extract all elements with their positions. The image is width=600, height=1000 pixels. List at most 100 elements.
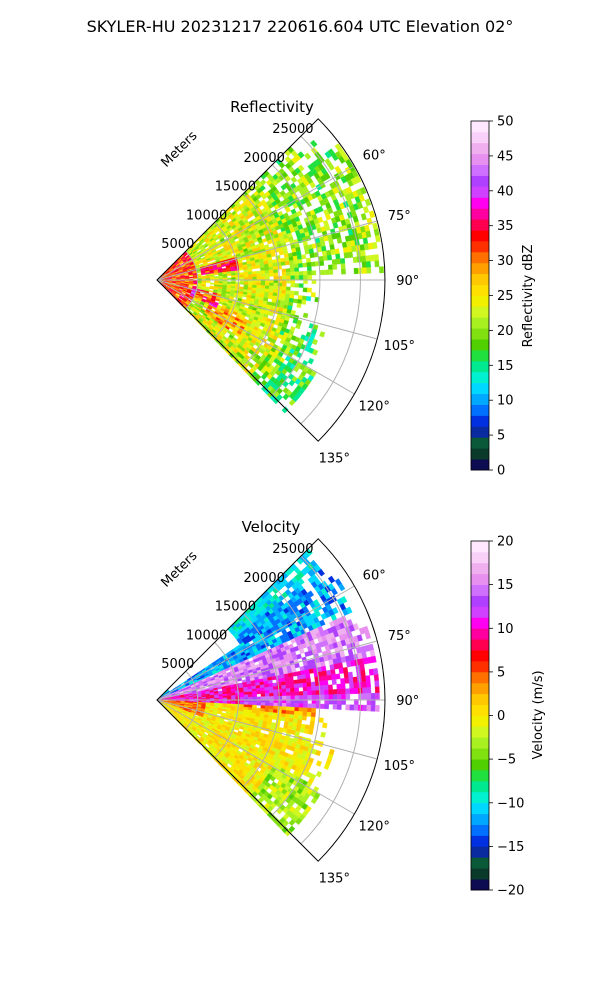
echo-cell: [290, 695, 296, 700]
colorbar-tick-label: −20: [497, 884, 524, 899]
echo-cell: [302, 707, 308, 713]
echo-cell: [348, 677, 354, 684]
echo-cell: [310, 681, 316, 687]
echo-cell: [243, 274, 249, 278]
colorbar-tick-label: 15: [497, 578, 514, 593]
echo-cell: [256, 702, 262, 706]
colorbar-segment: [471, 404, 489, 416]
colorbar-segment: [471, 617, 489, 629]
colorbar-segment: [471, 339, 489, 351]
echo-cell: [362, 704, 368, 712]
echo-cell: [269, 696, 274, 700]
echo-cell: [328, 689, 334, 695]
echo-cell: [347, 251, 354, 258]
echo-cell: [337, 583, 346, 592]
colorbar-segment: [471, 437, 489, 449]
echo-cell: [255, 379, 262, 386]
colorbar-segment: [471, 628, 489, 640]
echo-cell: [273, 689, 278, 694]
echo-cell: [285, 688, 291, 693]
echo-cell: [336, 237, 343, 244]
echo-cell: [319, 260, 325, 266]
echo-cell: [353, 687, 359, 694]
echo-cell: [243, 701, 249, 705]
azimuth-tick-label: 75°: [388, 629, 411, 644]
azimuth-gridline: [156, 165, 355, 281]
echo-cell: [294, 687, 300, 692]
echo-cell: [235, 694, 241, 698]
echo-cell: [307, 270, 312, 276]
azimuth-tick-label: 105°: [384, 759, 415, 774]
echo-cell: [328, 694, 334, 700]
echo-cell: [281, 702, 287, 707]
azimuth-tick-label: 135°: [319, 451, 350, 466]
echo-cell: [226, 693, 232, 696]
echo-cell: [324, 703, 329, 710]
echo-cell: [326, 254, 333, 261]
colorbar-segment: [471, 693, 489, 705]
echo-cell: [256, 690, 262, 695]
echo-cell: [290, 275, 296, 280]
echo-cell: [296, 254, 303, 260]
colorbar-segment: [471, 541, 489, 553]
colorbar-segment: [471, 639, 489, 651]
echo-cell: [336, 704, 342, 710]
echo-cell: [335, 253, 341, 260]
echo-cell: [294, 691, 300, 696]
echo-cell: [247, 271, 253, 275]
colorbar-segment: [471, 164, 489, 176]
echo-cell: [289, 290, 295, 296]
echo-cell: [322, 675, 328, 681]
echo-cell: [247, 691, 253, 695]
echo-cell: [256, 273, 262, 278]
echo-cell: [353, 682, 359, 689]
echo-cell: [214, 696, 219, 699]
echo-cell: [302, 682, 308, 688]
echo-cell: [312, 349, 319, 356]
echo-cell: [243, 281, 249, 285]
colorbar-tick-label: 5: [497, 429, 505, 444]
echo-cell: [252, 284, 257, 289]
echo-cell: [265, 696, 270, 700]
echo-cell: [366, 267, 372, 274]
colorbar-segment: [471, 382, 489, 395]
velocity-panel: 60°75°90°105°120°135° 500010000150002000…: [156, 518, 419, 886]
echo-cell: [281, 684, 287, 690]
colorbar-segment: [471, 371, 489, 384]
echo-cell: [340, 258, 346, 265]
echo-cell: [366, 687, 372, 694]
echo-cell: [273, 282, 279, 287]
echo-cell: [260, 282, 266, 286]
echo-cell: [298, 691, 304, 696]
echo-cell: [298, 711, 304, 716]
echo-cell: [294, 283, 300, 288]
echo-cell: [252, 691, 257, 695]
echo-cell: [209, 282, 215, 285]
echo-cell: [278, 250, 285, 256]
sector-frame: [156, 118, 386, 442]
echo-cell: [247, 688, 253, 693]
echo-cell: [349, 682, 355, 689]
echo-cell: [303, 695, 308, 700]
echo-cell: [281, 268, 287, 273]
echo-cell: [315, 770, 323, 778]
echo-cell: [337, 662, 344, 669]
colorbar-tick-label: 10: [497, 622, 514, 637]
echo-cell: [319, 689, 325, 696]
echo-cell: [293, 679, 299, 685]
echo-cell: [213, 272, 219, 276]
echo-cell: [323, 172, 331, 180]
echo-cell: [331, 259, 337, 265]
echo-cell: [264, 693, 270, 697]
colorbar-segment: [471, 426, 489, 438]
colorbar-segment: [471, 715, 489, 727]
echo-cell: [328, 264, 333, 270]
azimuth-gridline: [156, 279, 378, 340]
echo-cell: [281, 286, 287, 291]
echo-cell: [361, 255, 367, 263]
echo-cell: [260, 687, 266, 692]
echo-cell: [311, 707, 317, 713]
echo-cell: [265, 276, 270, 280]
echo-cell: [231, 701, 236, 705]
colorbar-segment: [471, 595, 489, 607]
